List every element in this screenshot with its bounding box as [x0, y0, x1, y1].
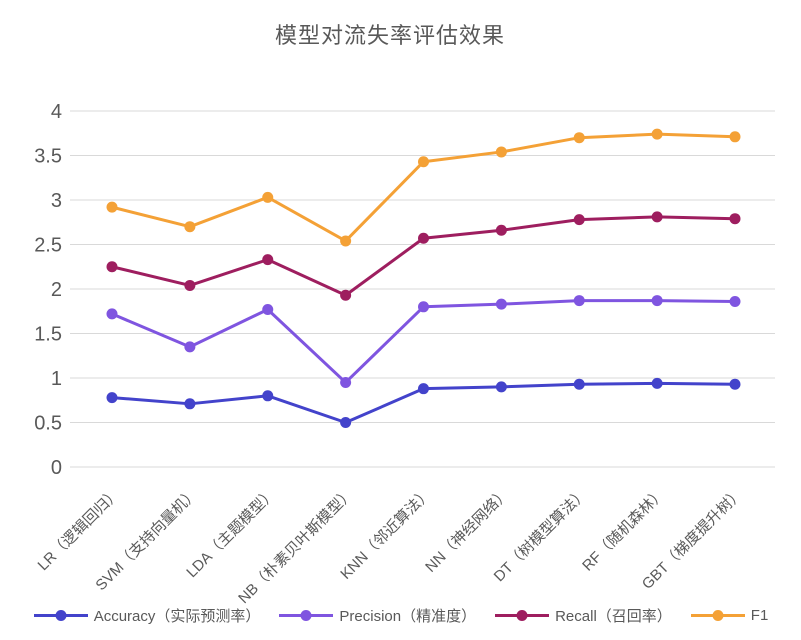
y-axis-tick-label: 0.5 — [34, 413, 62, 435]
data-point — [418, 156, 429, 168]
y-axis-tick-label: 0 — [51, 457, 62, 479]
data-point — [651, 295, 663, 307]
legend-item: Precision（精准度） — [278, 605, 476, 626]
data-point — [651, 377, 663, 389]
data-point — [729, 378, 741, 390]
y-axis-tick-label: 3.5 — [34, 146, 62, 168]
data-point — [340, 376, 352, 388]
x-axis-category-label: LR（逻辑回归） — [35, 485, 124, 574]
data-point — [340, 289, 352, 301]
data-point — [106, 392, 118, 404]
data-point — [106, 308, 118, 320]
data-point — [340, 417, 352, 428]
data-point — [184, 221, 196, 233]
y-axis-tick-label: 4 — [51, 101, 62, 123]
data-point — [495, 146, 507, 158]
legend-item: Recall（召回率） — [494, 605, 672, 626]
y-axis-tick-label: 3 — [51, 190, 62, 212]
series-line — [110, 215, 737, 297]
legend-label: Precision（精准度） — [339, 608, 477, 625]
legend-label: Accuracy（实际预测率） — [93, 608, 261, 625]
series-line — [110, 132, 737, 243]
data-point — [729, 295, 741, 307]
data-point — [418, 232, 429, 244]
y-axis-tick-label: 2.5 — [34, 235, 62, 257]
data-point — [729, 131, 741, 143]
data-point — [573, 214, 585, 226]
data-point — [495, 224, 507, 236]
data-point — [573, 378, 585, 390]
data-point — [729, 213, 741, 225]
chart-title: 模型对流失率评估效果 — [274, 23, 505, 48]
data-point — [262, 390, 274, 402]
legend-marker-icon — [495, 610, 550, 621]
legend-label: Recall（召回率） — [555, 608, 672, 625]
data-point — [106, 201, 118, 213]
data-point — [418, 301, 429, 313]
data-point — [184, 341, 196, 353]
y-axis-tick-label: 1 — [51, 368, 62, 390]
data-point — [340, 235, 352, 247]
data-point — [651, 128, 663, 140]
legend-item: F1 — [690, 607, 769, 624]
legend-marker-icon — [690, 610, 745, 621]
data-point — [184, 279, 196, 291]
x-axis-category-label: NN（神经网络） — [422, 485, 513, 576]
data-point — [495, 298, 507, 310]
data-point — [106, 261, 118, 273]
legend-marker-icon — [279, 610, 334, 621]
data-point — [418, 383, 429, 395]
data-point — [262, 254, 274, 266]
series-line — [110, 299, 737, 384]
legend-marker-icon — [33, 610, 88, 621]
data-point — [262, 191, 274, 203]
chart-legend: Accuracy（实际预测率） Precision（精准度） Recall（召回率）… — [0, 605, 801, 626]
data-point — [262, 303, 274, 315]
data-point — [573, 132, 585, 144]
data-point — [495, 381, 507, 393]
data-point — [184, 398, 196, 410]
y-axis-tick-label: 2 — [51, 279, 62, 301]
y-axis-tick-label: 1.5 — [34, 324, 62, 346]
x-axis-category-label: RF（随机森林） — [579, 485, 669, 575]
legend-label: F1 — [750, 607, 769, 624]
legend-item: Accuracy（实际预测率） — [33, 605, 261, 626]
data-point — [573, 295, 585, 307]
data-point — [651, 211, 663, 223]
